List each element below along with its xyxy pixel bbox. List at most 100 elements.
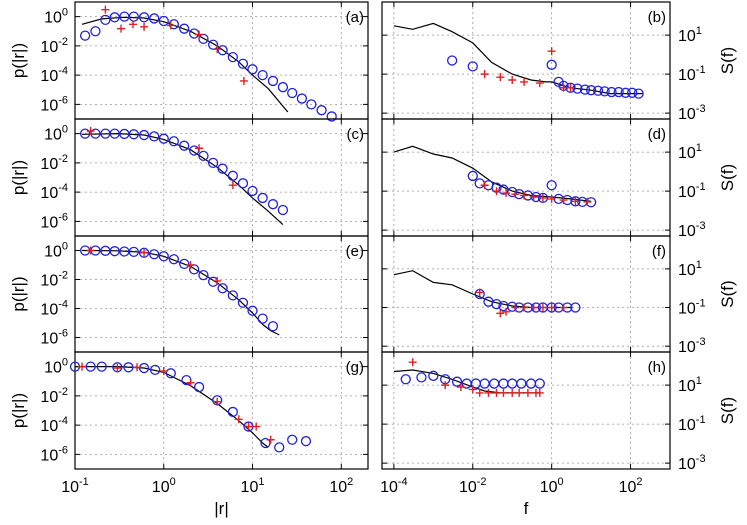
data-point-circle xyxy=(217,283,228,294)
y-tick-label: 101 xyxy=(678,142,702,162)
data-point-plus xyxy=(140,248,149,257)
y-tick-label: 10-1 xyxy=(678,64,706,84)
data-point-circle xyxy=(227,170,238,181)
y-axis-label: p(|r|) xyxy=(9,160,28,195)
data-point-circle xyxy=(599,86,610,97)
data-point-circle xyxy=(467,170,478,182)
data-point-plus xyxy=(538,193,547,202)
data-point-plus xyxy=(159,367,168,376)
data-point-circle xyxy=(546,59,557,70)
simulation-line xyxy=(75,366,269,448)
y-tick-label: 100 xyxy=(44,241,68,261)
simulation-line xyxy=(81,16,289,113)
data-point-circle xyxy=(128,129,139,140)
data-point-circle xyxy=(400,374,411,385)
data-point-circle xyxy=(123,362,134,373)
data-point-plus xyxy=(529,193,538,201)
data-point-circle xyxy=(267,199,279,210)
data-point-plus xyxy=(547,47,556,56)
x-tick-label: 101 xyxy=(241,476,265,496)
data-point-circle xyxy=(326,111,337,122)
panel-frame xyxy=(381,1,671,120)
panel-label: (f) xyxy=(652,243,666,260)
x-tick-label: 102 xyxy=(619,476,643,496)
data-point-circle xyxy=(537,192,549,204)
data-point-circle xyxy=(227,290,238,301)
data-point-plus xyxy=(535,79,544,88)
data-point-plus xyxy=(492,388,501,397)
data-point-circle xyxy=(179,258,190,270)
data-point-plus xyxy=(441,381,450,390)
panel-d: 101 10-1 10-3 S(f) (d) xyxy=(381,118,737,240)
data-point-plus xyxy=(520,77,529,86)
data-point-circle xyxy=(257,69,268,81)
data-point-circle xyxy=(198,33,209,45)
data-point-circle xyxy=(217,163,228,174)
data-point-circle xyxy=(546,302,557,313)
data-point-plus xyxy=(529,303,538,312)
data-point-circle xyxy=(179,140,190,151)
y-axis-label: p(|r|) xyxy=(9,43,28,78)
data-point-circle xyxy=(207,157,219,169)
y-tick-label: 100 xyxy=(44,357,68,377)
data-point-plus xyxy=(86,246,95,255)
data-point-circle xyxy=(149,131,160,142)
data-point-plus xyxy=(195,30,204,39)
data-point-plus xyxy=(502,307,511,316)
data-point-circle xyxy=(138,12,150,23)
data-point-plus xyxy=(128,20,137,29)
data-point-plus xyxy=(113,364,122,373)
data-point-circle xyxy=(247,64,258,75)
x-axis-label-right: f xyxy=(524,499,529,518)
data-point-circle xyxy=(217,45,228,56)
panel-c: 100 10-2 10-4 10-6 p(|r|) (c) xyxy=(9,118,369,237)
data-point-plus xyxy=(583,197,592,206)
data-point-plus xyxy=(566,83,575,92)
data-point-plus xyxy=(499,388,508,397)
data-point-circle xyxy=(627,87,638,98)
data-point-plus xyxy=(117,24,126,33)
panel-label: (c) xyxy=(347,126,365,143)
data-point-circle xyxy=(150,364,161,376)
x-tick-label: 100 xyxy=(540,476,564,496)
data-point-circle xyxy=(237,178,249,189)
y-tick-label: 10-2 xyxy=(40,36,68,56)
data-point-plus xyxy=(244,422,253,431)
data-point-plus xyxy=(140,22,149,31)
data-point-plus xyxy=(186,261,195,269)
data-point-circle xyxy=(525,378,537,389)
data-point-circle xyxy=(287,87,298,99)
data-point-circle xyxy=(507,301,518,312)
data-point-circle xyxy=(227,51,238,63)
data-point-circle xyxy=(85,361,96,372)
data-point-plus xyxy=(213,397,222,406)
simulation-line xyxy=(81,132,284,226)
y-tick-label: 10-1 xyxy=(678,414,706,434)
data-point-plus xyxy=(511,303,520,312)
data-point-circle xyxy=(592,85,604,96)
data-point-circle xyxy=(109,246,120,257)
data-point-circle xyxy=(546,180,557,191)
panel-frame xyxy=(74,351,369,470)
data-point-plus xyxy=(456,383,465,392)
data-point-circle xyxy=(489,378,500,389)
data-point-circle xyxy=(165,368,176,379)
data-point-circle xyxy=(606,86,617,98)
y-tick-label: 10-3 xyxy=(678,453,706,473)
data-point-circle xyxy=(267,321,279,332)
data-point-circle xyxy=(158,15,169,27)
data-point-circle xyxy=(158,133,169,144)
data-point-circle xyxy=(90,26,101,37)
data-point-circle xyxy=(570,196,581,207)
data-point-plus xyxy=(571,197,580,206)
data-point-plus xyxy=(520,303,529,312)
data-point-circle xyxy=(633,88,644,99)
data-point-circle xyxy=(267,75,279,87)
data-point-plus xyxy=(520,191,529,200)
data-point-circle xyxy=(507,378,518,389)
data-point-plus xyxy=(468,385,477,394)
y-axis-label: p(|r|) xyxy=(9,393,28,428)
y-tick-label: 100 xyxy=(44,7,68,27)
data-point-circle xyxy=(227,406,238,418)
simulation-line xyxy=(393,22,643,95)
